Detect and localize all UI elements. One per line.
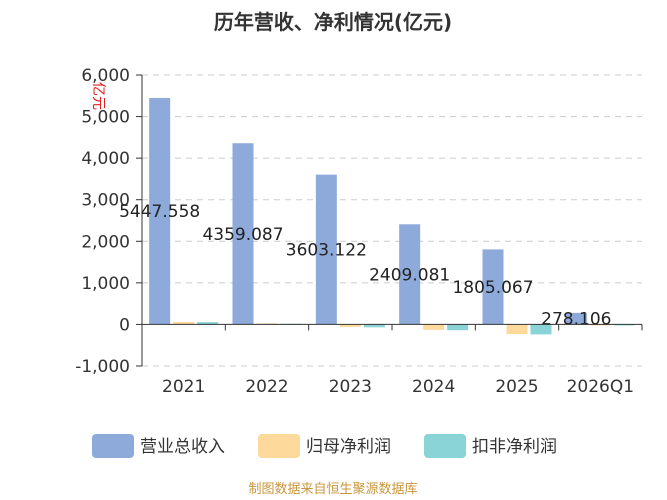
x-tick-label: 2022 xyxy=(245,377,288,397)
y-tick-label: -1,000 xyxy=(75,357,130,377)
bar xyxy=(482,249,504,325)
data-label: 5447.558 xyxy=(119,202,200,222)
y-tick-label: 0 xyxy=(119,315,130,335)
bars xyxy=(149,97,635,335)
data-label: 278.106 xyxy=(541,310,611,330)
x-tick-label: 2026Q1 xyxy=(567,377,634,397)
bar xyxy=(149,97,171,325)
data-label: 1805.067 xyxy=(452,278,533,298)
y-tick-label: 3,000 xyxy=(81,191,130,211)
legend-label: 营业总收入 xyxy=(140,437,225,457)
legend-swatch xyxy=(92,434,134,458)
bar xyxy=(315,174,337,325)
data-label: 2409.081 xyxy=(369,265,450,285)
bar xyxy=(565,312,587,325)
x-tick-label: 2023 xyxy=(329,377,372,397)
data-labels: 5447.5584359.0873603.1222409.0811805.067… xyxy=(119,202,611,329)
axes xyxy=(136,74,643,367)
data-label: 4359.087 xyxy=(202,225,283,245)
legend-label: 归母净利润 xyxy=(306,437,391,457)
y-tick-label: 6,000 xyxy=(81,66,130,86)
bar xyxy=(197,322,219,325)
y-axis-label: 亿元 xyxy=(90,82,106,110)
y-tick-label: 4,000 xyxy=(81,149,130,169)
x-tick-label: 2024 xyxy=(412,377,455,397)
bar xyxy=(256,323,278,325)
x-axis-ticks: 2021 2022 2023 2024 2025 2026Q1 xyxy=(162,377,634,397)
source-note: 制图数据来自恒生聚源数据库 xyxy=(248,481,417,497)
legend-label: 扣非净利润 xyxy=(472,437,557,457)
bar xyxy=(447,324,469,331)
bar xyxy=(173,321,195,325)
y-axis-ticks: -1,000 0 1,000 2,000 3,000 4,000 5,000 6,000 xyxy=(75,66,130,377)
legend-swatch xyxy=(424,434,466,458)
chart-title: 历年营收、净利情况(亿元) xyxy=(214,10,452,34)
legend-swatch xyxy=(258,434,300,458)
y-tick-label: 5,000 xyxy=(81,108,130,128)
bar xyxy=(423,324,445,330)
y-tick-label: 2,000 xyxy=(81,232,130,252)
legend: 营业总收入 归母净利润 扣非净利润 xyxy=(92,434,557,458)
bar xyxy=(399,224,421,325)
bar xyxy=(339,324,361,327)
bar xyxy=(363,324,385,328)
bar xyxy=(232,143,254,325)
x-tick-label: 2025 xyxy=(495,377,538,397)
bar xyxy=(506,324,528,334)
y-tick-label: 1,000 xyxy=(81,274,130,294)
x-tick-label: 2021 xyxy=(162,377,205,397)
bar xyxy=(530,324,552,335)
data-label: 3603.122 xyxy=(286,241,367,261)
